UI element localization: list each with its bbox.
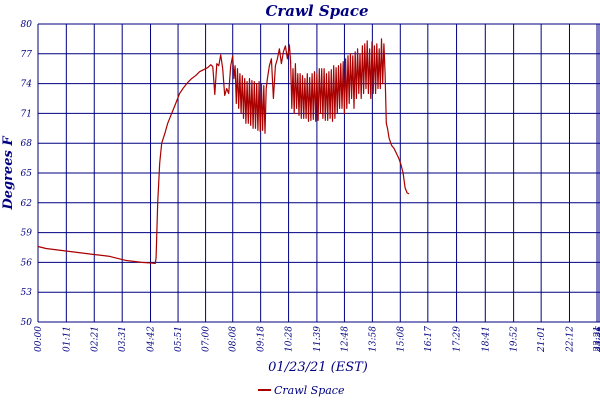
x-tick-label: 19:52 (510, 326, 520, 352)
x-tick-label: 18:41 (481, 326, 491, 352)
x-tick-label: 10:28 (285, 326, 295, 352)
y-tick-label: 62 (21, 199, 33, 209)
x-tick-label: 09:18 (257, 326, 267, 352)
x-tick-label: 15:08 (396, 326, 406, 352)
x-axis-label: 01/23/21 (EST) (268, 360, 368, 375)
x-tick-label: 22:12 (565, 326, 575, 353)
legend-label: Crawl Space (274, 384, 345, 397)
y-axis-label: Degrees F (1, 136, 16, 211)
y-tick-label: 77 (21, 50, 33, 60)
chart-title: Crawl Space (265, 2, 368, 20)
x-tick-label: 04:42 (147, 326, 157, 352)
y-tick-label: 74 (21, 80, 33, 90)
x-tick-label: 23:26 (595, 326, 600, 353)
x-tick-label: 13:58 (368, 326, 378, 352)
y-tick-label: 65 (21, 169, 33, 179)
y-tick-label: 71 (21, 109, 32, 119)
legend: Crawl Space (258, 384, 345, 397)
x-tick-label: 23:21 (593, 326, 600, 353)
x-tick-label: 16:17 (424, 326, 434, 352)
y-tick-labels: 50 53 56 59 62 65 68 71 74 77 80 (21, 20, 33, 328)
y-tick-label: 50 (21, 318, 33, 328)
x-tick-label: 11:39 (313, 326, 323, 352)
x-tick-label: 12:48 (340, 326, 350, 352)
x-tick-label: 05:51 (174, 326, 184, 352)
x-tick-label: 01:11 (62, 326, 72, 352)
x-tick-labels: 00:00 01:11 02:21 03:31 04:42 05:51 07:00 08:08… (34, 326, 600, 353)
x-tick-label: 07:00 (202, 326, 212, 352)
x-tick-label: 21:01 (537, 326, 547, 353)
grid-layer (37, 23, 600, 323)
x-tick-label: 03:31 (118, 326, 128, 352)
y-tick-label: 53 (21, 288, 33, 298)
y-tick-label: 68 (21, 139, 33, 149)
x-tick-label: 08:08 (229, 326, 239, 352)
y-tick-label: 59 (21, 229, 33, 239)
y-tick-label: 80 (21, 20, 33, 30)
x-tick-label: 23:31 (597, 326, 600, 353)
x-tick-label: 02:21 (90, 326, 100, 352)
series-line-crawl-space (37, 38, 410, 264)
y-tick-label: 56 (21, 258, 33, 268)
x-tick-label: 17:29 (453, 326, 463, 352)
series-layer (37, 38, 410, 264)
x-tick-label: 00:00 (34, 326, 44, 352)
